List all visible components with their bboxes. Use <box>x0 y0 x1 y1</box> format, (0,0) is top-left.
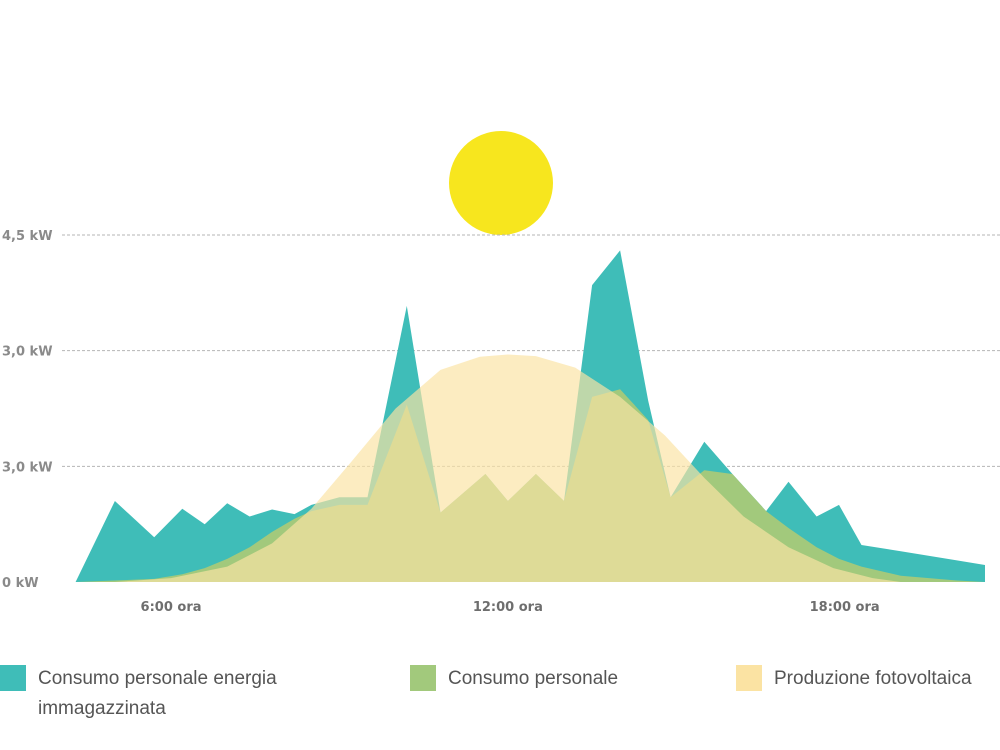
series-layer <box>75 250 986 582</box>
area-series-pv-production <box>114 354 901 582</box>
legend-label-pv-production: Produzione fotovoltaica <box>774 668 972 689</box>
sun-icon <box>449 131 553 235</box>
chart: 0 kW 3,0 kW 3,0 kW 4,5 kW 6:00 ora 12:00 ora… <box>2 131 1000 615</box>
y-tick-label-2: 3,0 kW <box>2 345 53 360</box>
grid <box>62 234 1000 467</box>
y-tick-label-0: 0 kW <box>2 576 39 591</box>
legend-item-stored: Consumo personale energia immagazzinata <box>0 664 330 724</box>
legend: Consumo personale energia immagazzinata … <box>0 664 1000 744</box>
x-axis-ticks: 6:00 ora 12:00 ora 18:00 ora <box>141 600 880 615</box>
legend-label-stored: Consumo personale energia immagazzinata <box>38 668 277 719</box>
legend-item-pv-production: Produzione fotovoltaica <box>736 664 1000 694</box>
x-tick-label-1: 12:00 ora <box>473 600 543 615</box>
y-tick-label-3: 4,5 kW <box>2 229 53 244</box>
legend-swatch-pv-production <box>736 665 762 691</box>
y-axis-ticks: 0 kW 3,0 kW 3,0 kW 4,5 kW <box>2 229 53 591</box>
legend-swatch-self-consumption <box>410 665 436 691</box>
legend-item-self-consumption: Consumo personale <box>410 664 710 694</box>
x-tick-label-0: 6:00 ora <box>141 600 202 615</box>
x-tick-label-2: 18:00 ora <box>810 600 880 615</box>
y-tick-label-1: 3,0 kW <box>2 460 53 475</box>
legend-swatch-stored <box>0 665 26 691</box>
legend-label-self-consumption: Consumo personale <box>448 668 619 689</box>
